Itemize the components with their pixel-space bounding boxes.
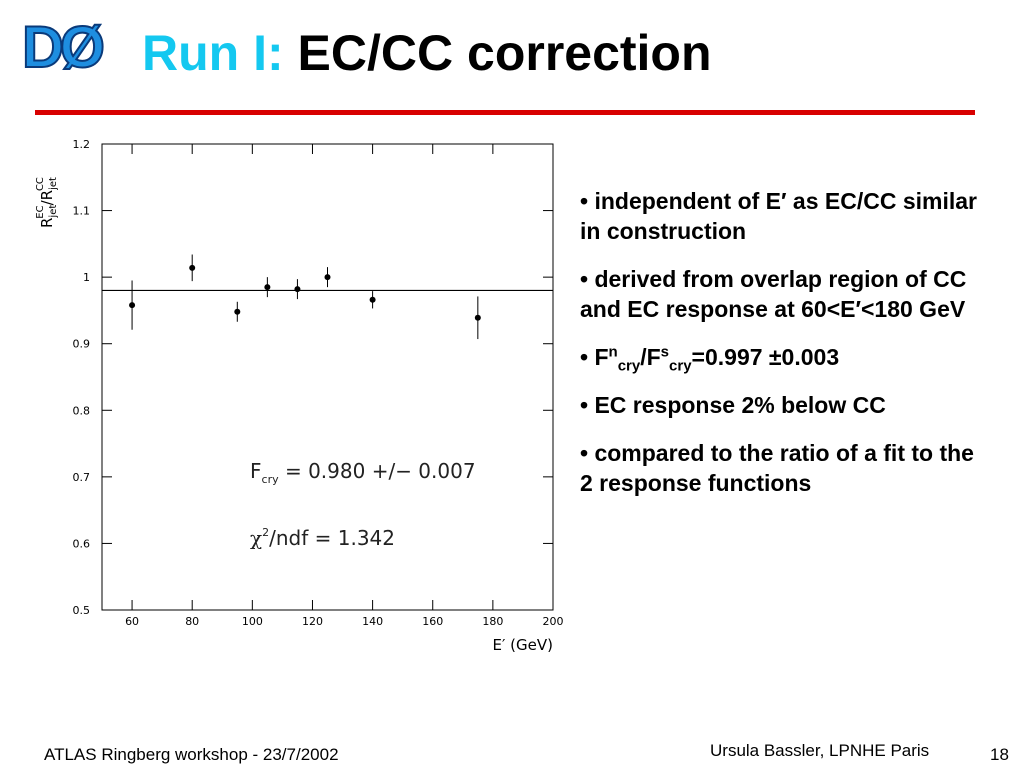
- title-main: EC/CC correction: [297, 25, 712, 81]
- annotation-part: 2: [262, 526, 269, 539]
- x-axis-label: E′ (GeV): [493, 636, 553, 654]
- x-tick-label: 80: [185, 615, 199, 628]
- annotation-part: cry: [262, 473, 280, 486]
- bullet: compared to the ratio of a fit to the 2 …: [580, 438, 990, 498]
- y-label-part: /R: [38, 190, 56, 205]
- chart: RjetEC/RjetCC E′ (GeV) Fcry = 0.980 +/− …: [35, 138, 564, 654]
- bullet: EC response 2% below CC: [580, 390, 990, 420]
- y-tick-label: 1.2: [73, 138, 91, 151]
- data-point: [189, 264, 196, 271]
- x-tick-label: 200: [543, 615, 564, 628]
- data-point: [294, 286, 301, 293]
- y-label-part: jet: [48, 177, 59, 191]
- bullet-part: cry: [617, 357, 641, 375]
- bullet-part: F: [594, 344, 609, 370]
- data-point: [234, 308, 241, 315]
- logo: DØ: [21, 14, 106, 81]
- y-label-part: EC: [35, 205, 46, 218]
- y-tick-label: 1: [83, 271, 90, 284]
- x-tick-label: 140: [362, 615, 383, 628]
- y-axis-label: RjetEC/RjetCC: [35, 177, 59, 228]
- title-prefix: Run I:: [142, 25, 284, 81]
- data-point: [324, 274, 331, 281]
- annotation-part: /ndf = 1.342: [269, 526, 395, 550]
- y-label-part: jet: [48, 205, 59, 219]
- y-label-part: CC: [35, 177, 46, 191]
- y-tick-label: 0.8: [73, 404, 91, 417]
- x-tick-label: 160: [422, 615, 443, 628]
- y-tick-label: 0.6: [73, 537, 91, 550]
- bullet: Fncry/Fscry=0.997 ±0.003: [580, 342, 990, 375]
- data-point: [264, 284, 271, 291]
- y-tick-label: 1.1: [73, 205, 91, 218]
- slide-title: Run I: EC/CC correction: [142, 24, 712, 82]
- bullet-part: cry: [669, 357, 692, 375]
- data-point: [474, 314, 481, 321]
- bullet-part: s: [660, 343, 670, 361]
- annotation-part: F: [250, 459, 262, 483]
- bullet-part: =0.997 ±0.003: [691, 344, 840, 370]
- page-number: 18: [990, 745, 1009, 764]
- title-rule: [35, 110, 975, 115]
- y-tick-label: 0.9: [73, 338, 91, 351]
- y-label-part: R: [38, 218, 56, 228]
- data-point: [369, 296, 376, 303]
- plot-frame: [101, 143, 554, 611]
- x-tick-label: 180: [482, 615, 503, 628]
- x-tick-label: 100: [242, 615, 263, 628]
- x-tick-label: 60: [125, 615, 139, 628]
- y-tick-label: 0.7: [73, 471, 91, 484]
- annotation: Fcry = 0.980 +/− 0.007: [250, 459, 476, 486]
- footer-left: ATLAS Ringberg workshop - 23/7/2002: [44, 745, 339, 764]
- bullet: derived from overlap region of CC and EC…: [580, 264, 990, 324]
- y-tick-label: 0.5: [73, 604, 91, 617]
- bullet-part: n: [608, 343, 618, 361]
- data-point: [129, 302, 136, 309]
- bullet-part: /F: [640, 344, 661, 370]
- annotation-part: = 0.980 +/− 0.007: [279, 459, 476, 483]
- x-tick-label: 120: [302, 615, 323, 628]
- bullet: independent of E′ as EC/CC similar in co…: [580, 186, 990, 246]
- annotation: χ2/ndf = 1.342: [250, 526, 395, 550]
- annotation-part: χ: [250, 526, 262, 550]
- bullet-list: independent of E′ as EC/CC similar in co…: [580, 186, 990, 516]
- footer-right: Ursula Bassler, LPNHE Paris: [710, 741, 930, 760]
